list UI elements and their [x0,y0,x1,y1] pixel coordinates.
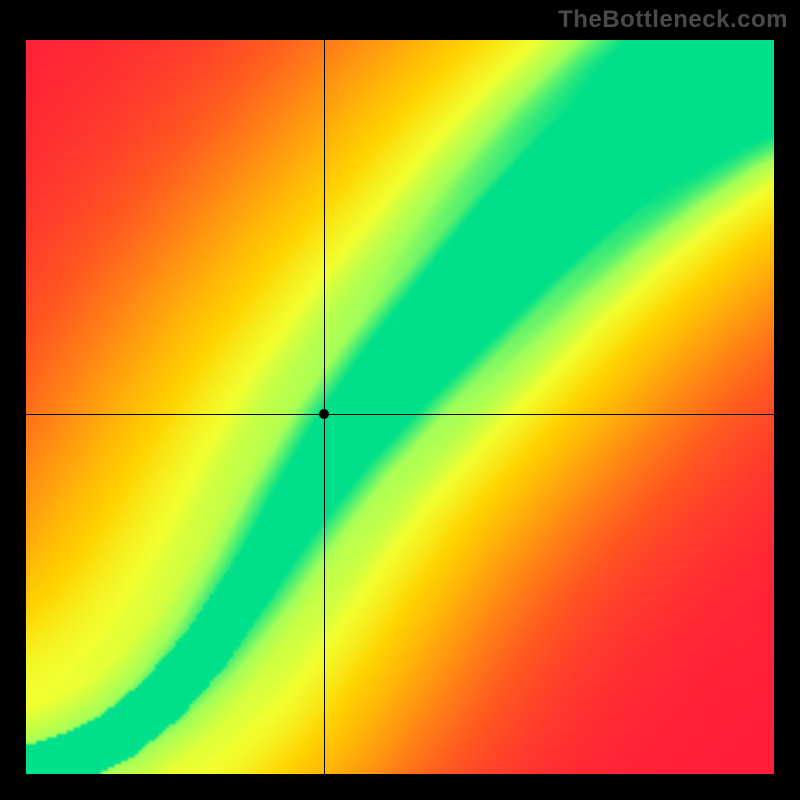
crosshair-horizontal [26,414,774,415]
crosshair-point [319,409,329,419]
chart-container: TheBottleneck.com [0,0,800,800]
watermark-text: TheBottleneck.com [558,6,788,34]
heatmap-plot-area [26,40,774,774]
heatmap-canvas [26,40,774,774]
crosshair-vertical [324,40,325,774]
